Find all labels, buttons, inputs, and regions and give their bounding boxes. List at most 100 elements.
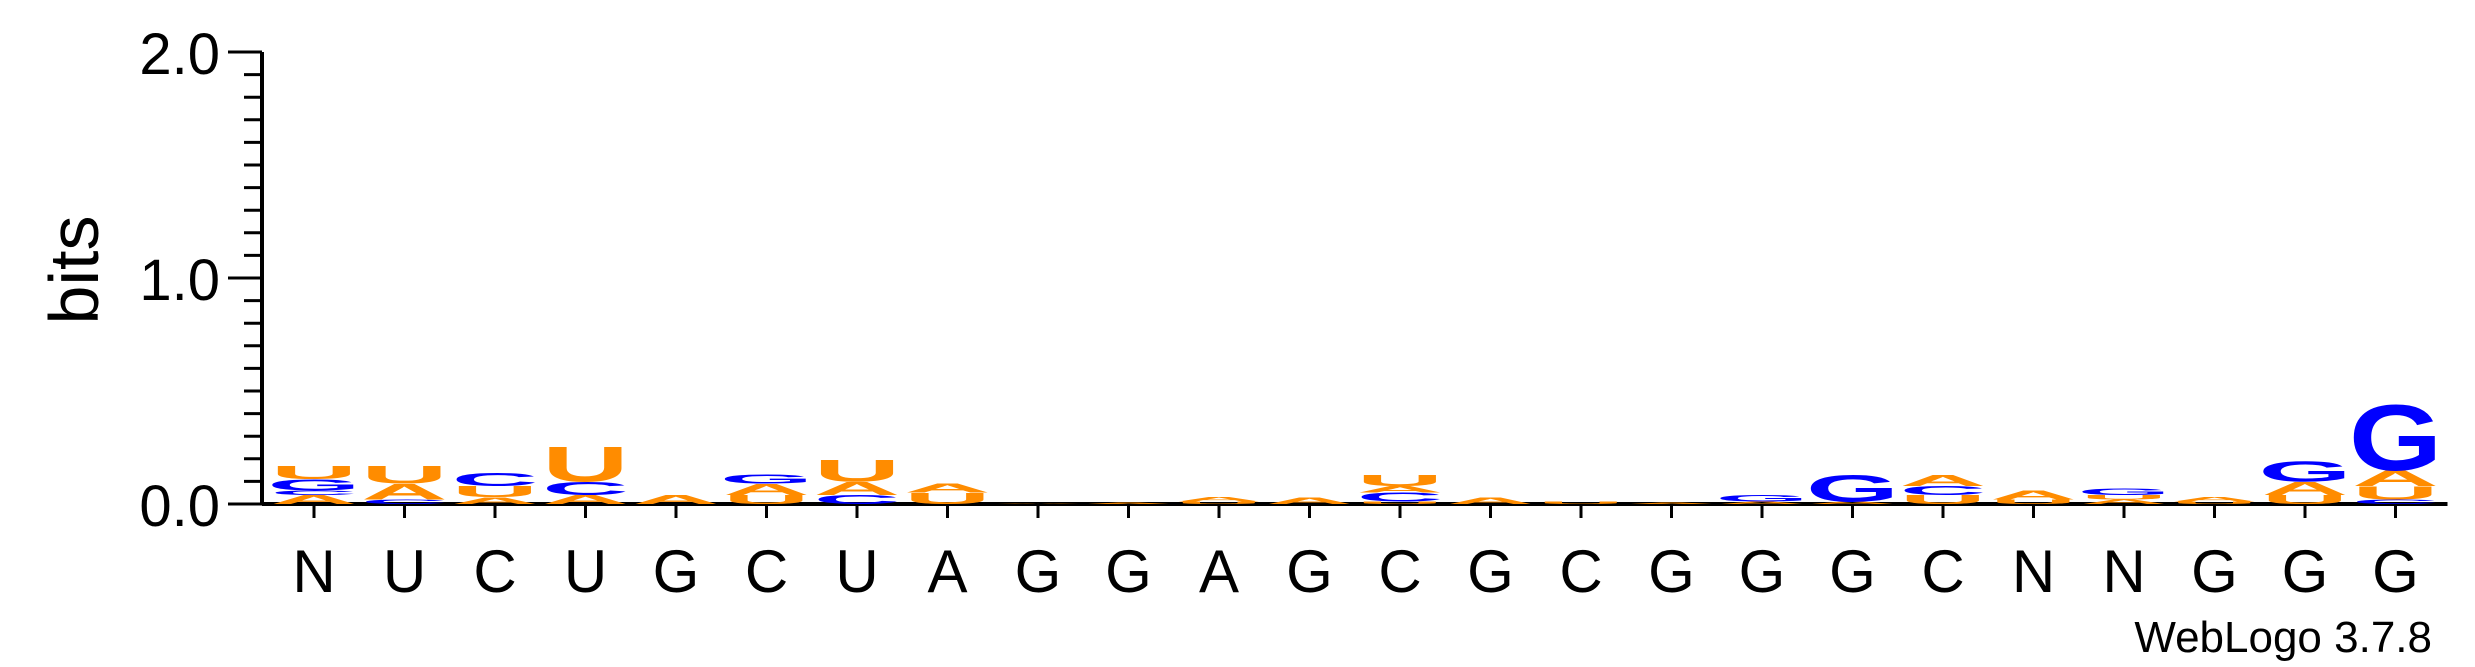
logo-letter-A: A <box>2352 466 2439 490</box>
svg-text:A: A <box>2262 478 2349 499</box>
x-tick-label: N <box>2012 538 2055 605</box>
axes: 0.0 1.0 2.0 <box>139 22 2448 539</box>
svg-text:C: C <box>542 478 629 499</box>
logo-letter-G: G <box>720 472 813 486</box>
logo-letter-U: U <box>361 461 448 489</box>
logo-letter-U: U <box>814 453 901 488</box>
x-tick-label: G <box>1648 538 1695 605</box>
logo-letter-C: C <box>1357 491 1444 505</box>
svg-text:U: U <box>271 462 358 483</box>
svg-text:G: G <box>267 477 360 494</box>
logo-letter-U: U <box>2262 493 2349 507</box>
svg-text:G: G <box>1715 493 1808 504</box>
logo-letter-A: A <box>1719 501 1806 505</box>
logo-letter-C: C <box>542 478 629 499</box>
logo-letter-A: A <box>723 481 810 498</box>
svg-text:U: U <box>1900 493 1987 507</box>
svg-text:G: G <box>2258 456 2351 487</box>
logo-letter-U: U <box>904 490 991 507</box>
x-tick-label: G <box>1467 538 1514 605</box>
y-axis-label: bits <box>35 216 113 325</box>
x-tick-label: G <box>2372 538 2419 605</box>
svg-text:U: U <box>1357 501 1444 505</box>
svg-text:U: U <box>2352 483 2439 504</box>
x-tick-label: G <box>2191 538 2238 605</box>
logo-letter-A: A <box>1085 502 1172 504</box>
logo-letter-G: G <box>2258 456 2351 487</box>
logo-letter-A: A <box>1447 496 1534 507</box>
svg-text:A: A <box>452 496 539 507</box>
svg-text:A: A <box>2352 466 2439 490</box>
svg-text:G: G <box>1806 467 1899 509</box>
logo-letter-U: U <box>271 462 358 483</box>
svg-text:U: U <box>814 453 901 488</box>
logo-letter-U: U <box>2081 494 2168 501</box>
svg-text:U: U <box>542 437 629 493</box>
svg-text:U: U <box>1357 472 1444 489</box>
svg-text:U: U <box>2262 493 2349 507</box>
logo-letter-U: U <box>2352 483 2439 504</box>
logo-letter-C: C <box>814 493 901 507</box>
logo-letter-A: A <box>1266 496 1353 507</box>
x-tick-label: G <box>1286 538 1333 605</box>
x-tick-label: U <box>383 538 426 605</box>
svg-text:U: U <box>904 490 991 507</box>
logo-letter-U: U <box>1176 501 1263 505</box>
svg-text:A: A <box>1628 502 1715 504</box>
svg-text:U: U <box>2081 494 2168 501</box>
x-tick-label: G <box>1829 538 1876 605</box>
svg-text:A: A <box>361 480 448 504</box>
logo-letter-G: G <box>1715 493 1808 504</box>
logo-letter-U: U <box>452 483 539 500</box>
logo-letter-U: U <box>2171 501 2258 505</box>
logo-letter-U: U <box>1900 493 1987 507</box>
logo-letter-A: A <box>995 503 1082 504</box>
svg-text:C: C <box>814 493 901 507</box>
svg-text:U: U <box>1176 501 1263 505</box>
x-tick-label: C <box>1378 538 1421 605</box>
svg-text:C: C <box>2352 498 2439 505</box>
svg-text:U: U <box>1538 501 1625 505</box>
svg-text:A: A <box>1719 501 1806 505</box>
logo-letter-G: G <box>267 477 360 494</box>
x-tick-label: G <box>2282 538 2329 605</box>
svg-text:A: A <box>814 478 901 499</box>
svg-text:C: C <box>452 469 539 490</box>
svg-text:U: U <box>1990 498 2077 505</box>
logo-letter-A: A <box>1628 502 1715 504</box>
x-tick-label: C <box>745 538 788 605</box>
svg-text:A: A <box>1990 488 2077 502</box>
logo-letter-A: A <box>2081 498 2168 505</box>
logo-letter-A: A <box>1809 501 1896 505</box>
logo-letter-A: A <box>633 493 720 507</box>
logo-letter-U: U <box>1990 498 2077 505</box>
svg-text:A: A <box>1266 496 1353 507</box>
x-tick-label: U <box>835 538 878 605</box>
logo-letter-A: A <box>1990 488 2077 502</box>
logo-letter-A: A <box>271 493 358 507</box>
x-tick-label: G <box>1105 538 1152 605</box>
svg-text:A: A <box>995 503 1082 504</box>
x-tick-label: G <box>653 538 700 605</box>
svg-text:A: A <box>1357 484 1444 495</box>
logo-letter-A: A <box>2171 496 2258 503</box>
logo-letter-C: C <box>271 489 358 496</box>
x-tick-label: G <box>1739 538 1786 605</box>
svg-text:G: G <box>720 472 813 486</box>
logo-letter-A: A <box>1900 472 1987 489</box>
svg-text:U: U <box>361 461 448 489</box>
y-tick-label: 2.0 <box>139 22 220 87</box>
svg-text:A: A <box>723 481 810 498</box>
svg-text:A: A <box>542 493 629 507</box>
logo-letter-A: A <box>1357 484 1444 495</box>
logo-letter-A: A <box>814 478 901 499</box>
x-tick-label: G <box>1015 538 1062 605</box>
y-tick-label: 1.0 <box>139 248 220 313</box>
logo-letter-U: U <box>1357 472 1444 489</box>
x-tick-label: C <box>1559 538 1602 605</box>
logo-letter-U: U <box>542 437 629 493</box>
svg-text:A: A <box>633 493 720 507</box>
